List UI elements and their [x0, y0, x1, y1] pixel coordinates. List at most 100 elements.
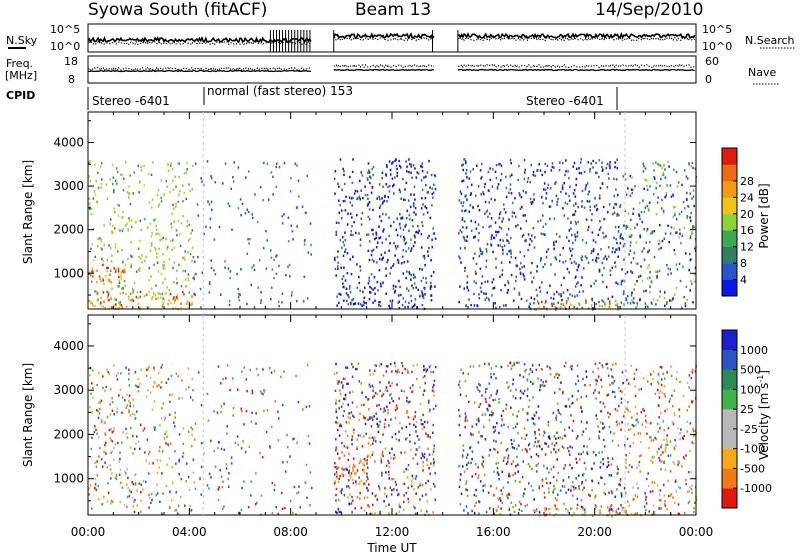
freq-frame — [87, 55, 697, 84]
power-point — [470, 183, 473, 186]
power-point — [374, 292, 376, 295]
power-point — [485, 265, 487, 269]
velocity-point — [494, 398, 497, 401]
velocity-point — [406, 476, 409, 479]
velocity-point — [395, 483, 398, 486]
power-point — [337, 261, 340, 264]
velocity-point — [100, 458, 103, 461]
velocity-colorbar-segment — [722, 330, 737, 351]
power-point — [679, 279, 682, 283]
velocity-point — [111, 500, 114, 504]
power-point — [344, 248, 347, 251]
velocity-point — [649, 490, 652, 493]
power-point — [406, 287, 408, 290]
velocity-point — [616, 512, 619, 515]
velocity-point — [347, 458, 350, 462]
velocity-point — [169, 393, 171, 397]
power-point — [514, 256, 517, 260]
velocity-point — [95, 428, 97, 431]
power-point — [344, 231, 346, 234]
power-point — [410, 273, 412, 277]
velocity-point — [390, 456, 392, 460]
power-point — [495, 257, 497, 261]
velocity-point — [506, 381, 508, 384]
x-tick-label: 16:00 — [476, 525, 511, 539]
velocity-point — [469, 365, 472, 368]
power-point — [421, 221, 423, 224]
velocity-point — [495, 365, 497, 368]
power-point — [619, 204, 622, 207]
velocity-point — [563, 365, 566, 368]
velocity-point — [674, 438, 676, 442]
velocity-point — [652, 504, 655, 507]
velocity-point — [378, 485, 380, 488]
velocity-point — [109, 468, 112, 471]
velocity-point — [612, 382, 614, 385]
velocity-point — [499, 499, 502, 502]
power-point — [517, 223, 519, 227]
power-point — [629, 174, 632, 178]
velocity-point — [243, 366, 246, 369]
power-point — [132, 291, 134, 295]
velocity-point — [337, 466, 340, 469]
velocity-point — [419, 498, 421, 501]
power-point — [530, 202, 533, 205]
power-point — [612, 212, 614, 216]
power-point — [417, 172, 420, 175]
velocity-point — [537, 462, 539, 465]
velocity-point — [117, 441, 119, 445]
power-point — [210, 200, 213, 204]
velocity-point — [523, 492, 525, 495]
power-point — [358, 281, 361, 285]
power-point — [130, 299, 132, 302]
velocity-point — [607, 367, 609, 370]
velocity-point — [409, 422, 411, 426]
velocity-point — [530, 484, 533, 488]
velocity-point — [565, 361, 567, 364]
x-axis-label: Time UT — [366, 541, 417, 554]
velocity-point — [107, 491, 110, 494]
power-point — [294, 162, 297, 165]
power-point — [568, 247, 571, 250]
power-point — [414, 167, 416, 170]
velocity-point — [292, 438, 294, 441]
velocity-point — [460, 492, 463, 495]
velocity-point — [406, 399, 408, 403]
velocity-point — [653, 512, 655, 515]
velocity-point — [102, 386, 104, 390]
velocity-point — [531, 417, 533, 420]
power-point — [379, 236, 382, 239]
power-point — [262, 246, 265, 250]
velocity-point — [128, 410, 130, 414]
velocity-point — [341, 451, 343, 454]
velocity-point — [335, 487, 338, 491]
velocity-point — [531, 467, 533, 471]
velocity-point — [161, 407, 163, 410]
velocity-point — [414, 442, 416, 445]
velocity-point — [388, 503, 390, 506]
power-point — [421, 246, 423, 249]
velocity-point — [660, 383, 663, 387]
power-point — [412, 287, 414, 290]
velocity-point — [143, 451, 146, 454]
power-point — [644, 302, 647, 305]
power-point — [554, 182, 556, 185]
power-point — [485, 292, 487, 295]
power-point — [178, 233, 181, 236]
power-point — [657, 242, 660, 246]
velocity-point — [677, 512, 680, 515]
power-point — [262, 199, 264, 202]
power-point — [581, 200, 583, 203]
power-point — [569, 185, 571, 188]
power-point — [465, 226, 468, 229]
velocity-point — [340, 405, 343, 408]
power-point — [468, 177, 470, 180]
power-point — [128, 219, 131, 222]
velocity-point — [180, 477, 183, 481]
velocity-point — [149, 376, 152, 379]
velocity-point — [390, 493, 393, 496]
power-point — [691, 230, 693, 234]
power-point — [408, 170, 410, 174]
power-point — [307, 251, 310, 254]
velocity-point — [485, 510, 488, 514]
